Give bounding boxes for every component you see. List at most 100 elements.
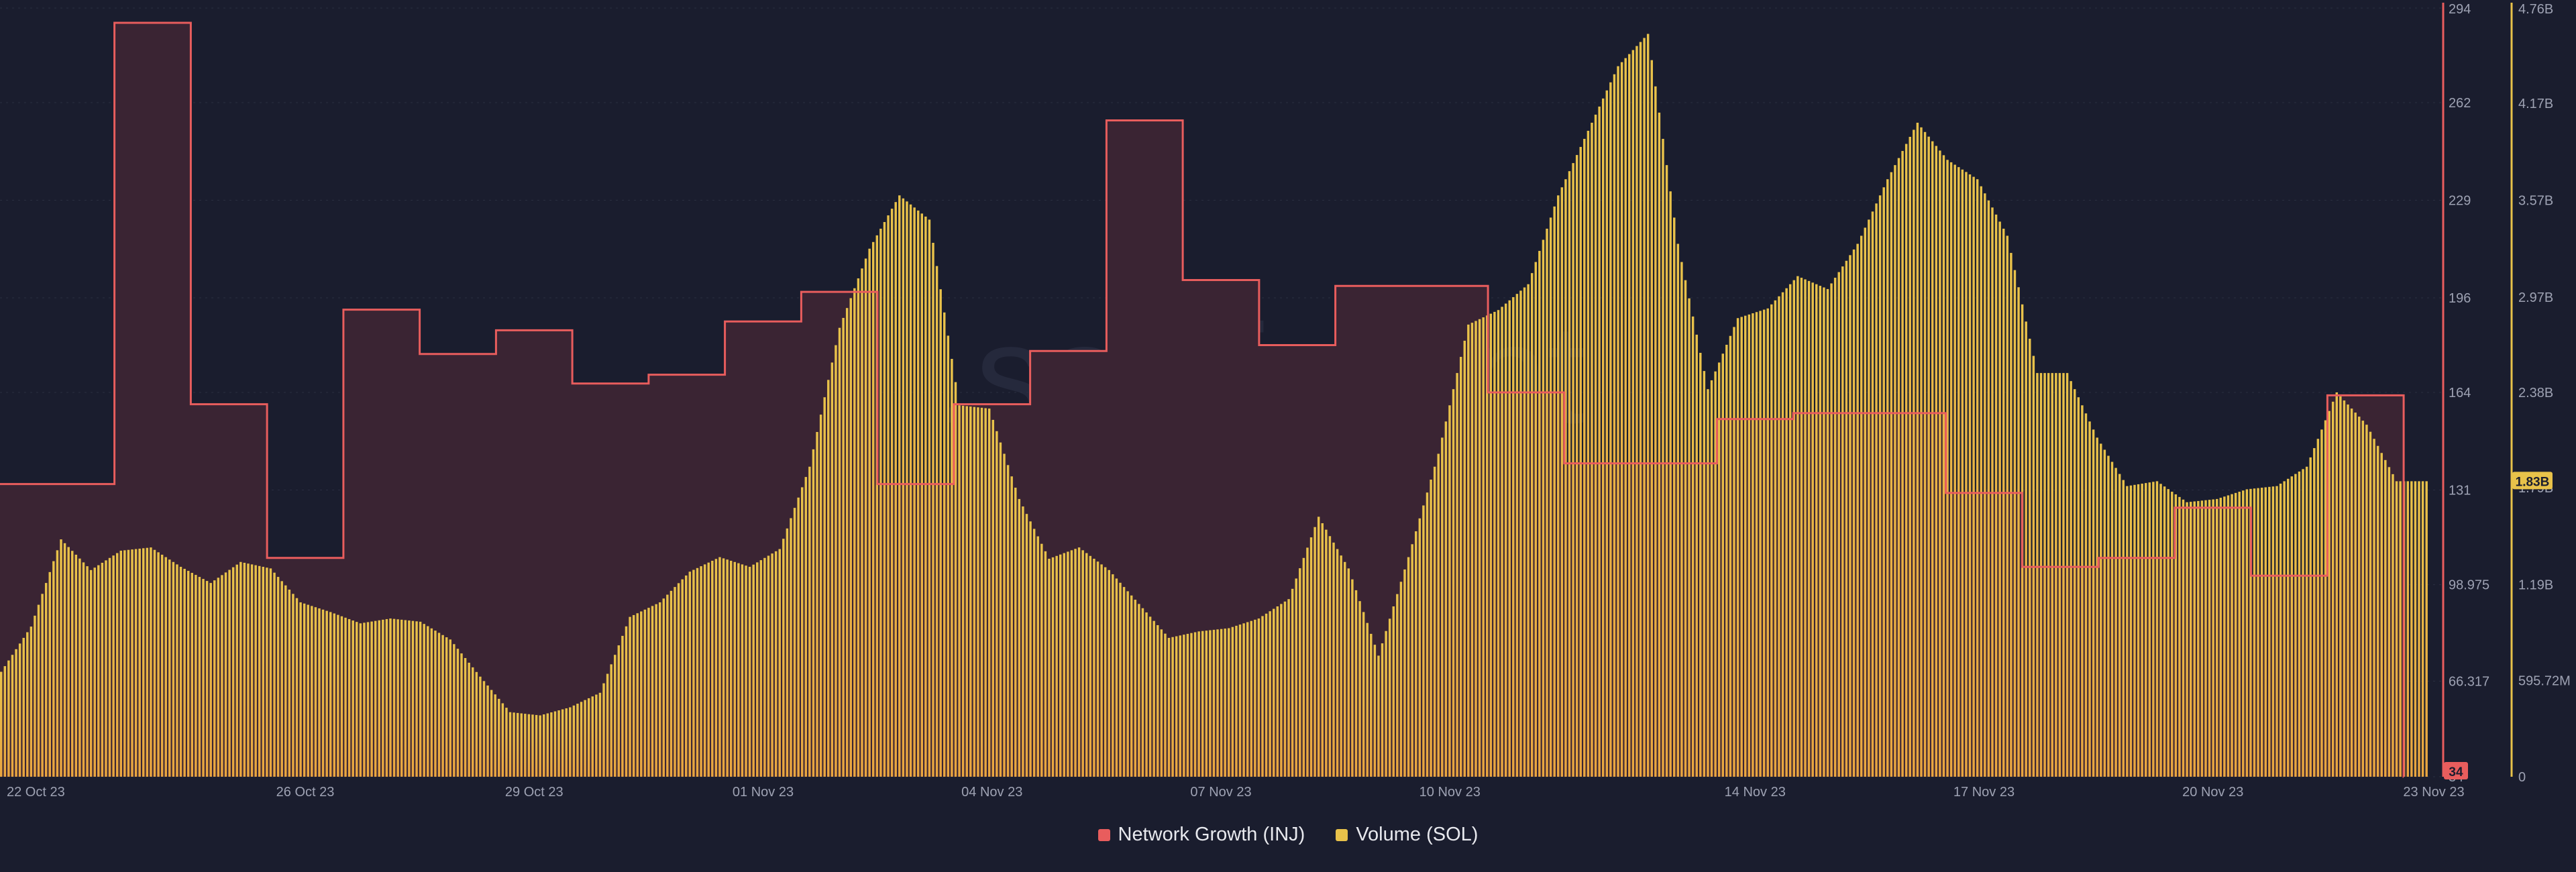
volume-bar [961, 405, 965, 777]
volume-bar [700, 566, 702, 777]
volume-bar [340, 616, 343, 777]
volume-bar [2425, 481, 2428, 777]
volume-bar [1815, 284, 1818, 777]
x-tick-label: 26 Oct 23 [276, 785, 335, 800]
volume-bar [1381, 643, 1384, 777]
volume-bar [1183, 635, 1185, 777]
volume-bar [1370, 633, 1373, 777]
volume-bar [980, 407, 983, 777]
volume-bar [790, 518, 792, 777]
volume-bar [71, 551, 74, 777]
volume-bar [561, 709, 564, 777]
volume-bar [2129, 485, 2133, 777]
volume-bar [838, 327, 841, 777]
volume-bar [396, 619, 399, 777]
volume-bar [954, 382, 957, 777]
volume-bar [1362, 612, 1365, 777]
volume-bar [1309, 537, 1313, 777]
volume-bar [920, 213, 923, 777]
volume-bar [553, 711, 557, 777]
y-right-tick-label: 595.72M [2518, 674, 2571, 689]
volume-bar [1186, 633, 1189, 777]
volume-bar [1935, 146, 1938, 777]
volume-bar [662, 598, 665, 777]
volume-bar [2002, 228, 2005, 777]
volume-bar [1347, 568, 1350, 777]
volume-bar [1882, 187, 1885, 777]
volume-bar [1456, 373, 1458, 777]
volume-bar [1291, 588, 1294, 777]
volume-bar [1055, 555, 1058, 777]
volume-bar [610, 664, 612, 777]
volume-bar [1923, 131, 1927, 777]
volume-bar [1841, 266, 1844, 777]
volume-bar [2081, 405, 2084, 777]
volume-bar [329, 612, 332, 777]
volume-bar [1837, 272, 1840, 777]
volume-bar [2410, 481, 2413, 777]
volume-bar [741, 564, 744, 777]
volume-bar [2110, 461, 2114, 777]
volume-bar [247, 563, 250, 777]
volume-bar [531, 714, 534, 777]
volume-bar [1897, 158, 1900, 777]
volume-bar [2043, 373, 2046, 777]
volume-bar [1601, 98, 1605, 777]
legend-item-network-growth[interactable]: Network Growth (INJ) [1097, 824, 1305, 846]
volume-bar [2103, 449, 2106, 777]
volume-bar [943, 312, 946, 777]
volume-bar [1972, 176, 1975, 777]
volume-bar [1998, 221, 2001, 777]
volume-bar [7, 660, 10, 777]
volume-bar [890, 209, 894, 777]
volume-bar [902, 198, 905, 777]
volume-bar [655, 604, 657, 777]
volume-bar [160, 554, 164, 777]
volume-bar [1538, 251, 1541, 777]
volume-bar [284, 585, 287, 777]
volume-bar [1512, 296, 1515, 777]
volume-bar [629, 616, 631, 777]
volume-bar [617, 645, 621, 777]
volume-bar [1014, 488, 1017, 777]
volume-bar [1018, 498, 1021, 777]
volume-bar [932, 243, 934, 777]
volume-bar [546, 713, 549, 777]
volume-bar [1752, 313, 1754, 777]
volume-bar [2006, 235, 2009, 777]
volume-bar [63, 543, 66, 777]
volume-bar [1942, 155, 1945, 777]
volume-bar [1108, 569, 1110, 777]
volume-bar [894, 202, 897, 777]
volume-bar [34, 615, 36, 777]
volume-bar [1605, 90, 1609, 777]
volume-bar [1549, 217, 1552, 777]
volume-bar [872, 241, 875, 777]
volume-bar [1845, 260, 1848, 777]
volume-bar [1273, 608, 1275, 777]
legend-item-volume[interactable]: Volume (SOL) [1336, 824, 1478, 846]
volume-bar [591, 696, 594, 777]
volume-bar [1430, 480, 1432, 777]
volume-bar [1299, 568, 1301, 777]
volume-bar [1122, 587, 1126, 777]
volume-bar [60, 539, 62, 777]
volume-bar [1946, 160, 1949, 777]
volume-bar [1823, 287, 1825, 777]
volume-bar [1695, 334, 1698, 777]
volume-bar [2290, 476, 2294, 777]
volume-bar [2399, 481, 2402, 777]
volume-bar [1953, 164, 1956, 777]
volume-bar [41, 594, 44, 777]
volume-bar [142, 548, 145, 777]
volume-bar [1744, 315, 1747, 777]
volume-bar [243, 563, 246, 777]
volume-bar [827, 380, 830, 777]
volume-bar [524, 714, 527, 777]
volume-bar [861, 268, 863, 777]
volume-bar [266, 567, 268, 777]
volume-bar [752, 564, 755, 777]
volume-bar [853, 288, 856, 777]
volume-bar [745, 565, 747, 777]
volume-bar [1564, 179, 1567, 777]
